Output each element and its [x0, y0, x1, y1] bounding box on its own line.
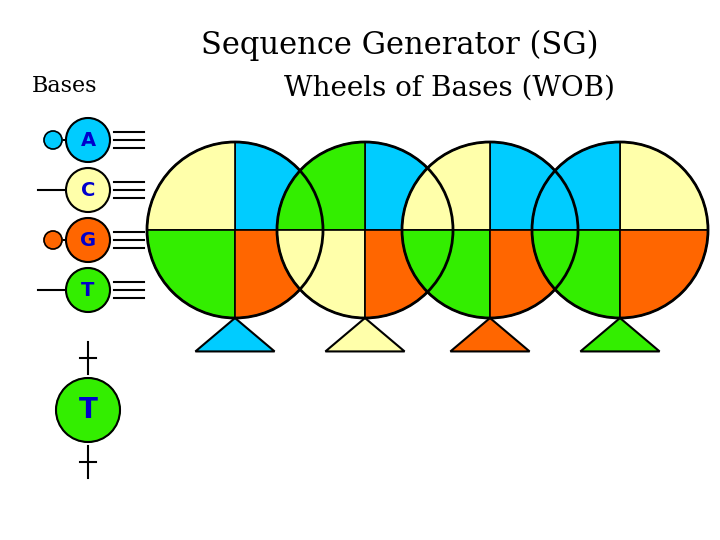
- Circle shape: [66, 168, 110, 212]
- Polygon shape: [451, 318, 530, 352]
- Text: T: T: [81, 280, 95, 300]
- Circle shape: [66, 218, 110, 262]
- Text: T: T: [78, 396, 97, 424]
- Wedge shape: [490, 142, 578, 230]
- Text: Wheels of Bases (WOB): Wheels of Bases (WOB): [284, 75, 616, 102]
- Text: C: C: [81, 180, 95, 199]
- Wedge shape: [402, 142, 490, 230]
- Wedge shape: [620, 230, 708, 318]
- Wedge shape: [532, 230, 620, 318]
- Wedge shape: [620, 142, 708, 230]
- Text: A: A: [81, 131, 96, 150]
- Circle shape: [44, 131, 62, 149]
- Circle shape: [56, 378, 120, 442]
- Circle shape: [66, 118, 110, 162]
- Circle shape: [44, 231, 62, 249]
- Polygon shape: [325, 318, 405, 352]
- Wedge shape: [235, 142, 323, 230]
- Wedge shape: [402, 230, 490, 318]
- Wedge shape: [532, 142, 620, 230]
- Text: G: G: [80, 231, 96, 249]
- Wedge shape: [490, 230, 578, 318]
- Polygon shape: [195, 318, 274, 352]
- Circle shape: [66, 268, 110, 312]
- Wedge shape: [277, 142, 365, 230]
- Wedge shape: [147, 142, 235, 230]
- Text: Bases: Bases: [32, 75, 98, 97]
- Wedge shape: [147, 230, 235, 318]
- Wedge shape: [365, 230, 453, 318]
- Wedge shape: [235, 230, 323, 318]
- Polygon shape: [580, 318, 660, 352]
- Text: Sequence Generator (SG): Sequence Generator (SG): [202, 30, 599, 61]
- Wedge shape: [277, 230, 365, 318]
- Wedge shape: [365, 142, 453, 230]
